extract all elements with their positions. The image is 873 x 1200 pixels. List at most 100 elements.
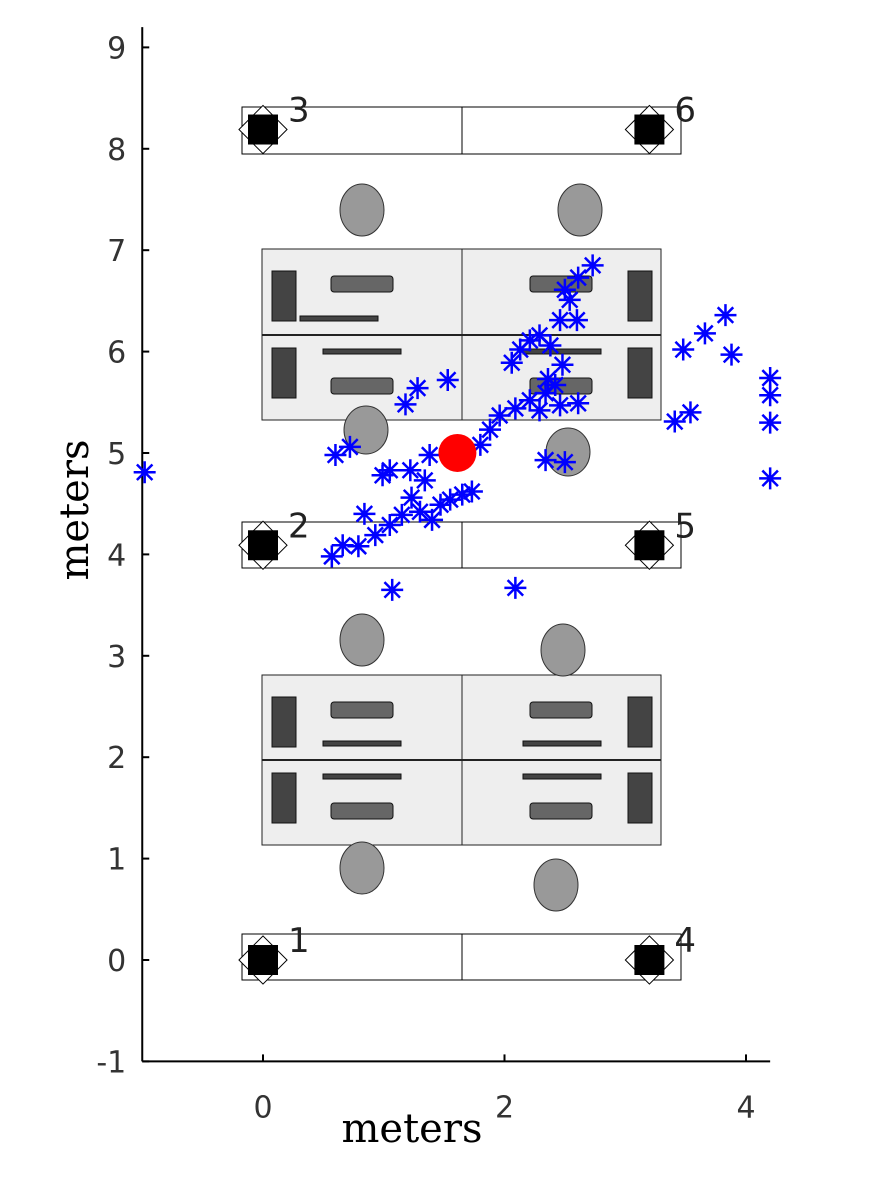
- measurement-point: [509, 338, 532, 361]
- measurement-point: [549, 394, 572, 417]
- measurement-point: [567, 392, 590, 415]
- measurement-point: [567, 266, 590, 289]
- anchor-box: [634, 114, 665, 145]
- measurement-point: [406, 377, 429, 400]
- measurement-point: [331, 534, 354, 557]
- measurement-point: [400, 486, 423, 509]
- measurement-point: [421, 508, 444, 531]
- anchor-box: [248, 114, 278, 145]
- y-tick-label: 8: [107, 133, 126, 168]
- measurement-point: [518, 389, 541, 412]
- y-tick-label: 0: [107, 944, 126, 979]
- measurement-point: [408, 500, 431, 523]
- measurement-point: [418, 444, 441, 467]
- anchor-box: [248, 944, 278, 975]
- measurement-point: [320, 545, 343, 568]
- anchor: 2: [238, 506, 310, 571]
- measurement-point: [714, 304, 737, 327]
- measurement-point: [353, 502, 376, 525]
- measurement-point: [759, 384, 782, 407]
- measurement-point: [528, 324, 551, 347]
- measurement-point: [133, 461, 156, 484]
- measurement-point: [534, 382, 557, 405]
- anchor: 3: [238, 91, 310, 155]
- y-tick-label: -1: [96, 1045, 126, 1080]
- estimate-point: [438, 433, 477, 472]
- y-tick-label: 4: [107, 538, 126, 573]
- measurement-point: [551, 353, 574, 376]
- y-axis-label: meters: [52, 440, 98, 581]
- desk-items: [271, 270, 653, 824]
- measurement-point: [679, 401, 702, 424]
- measurement-point: [460, 480, 483, 503]
- measurement-point: [500, 351, 523, 374]
- measurement-point: [390, 503, 413, 526]
- measurement-point: [378, 459, 401, 482]
- measurement-point: [378, 513, 401, 536]
- measurement-point: [536, 367, 559, 390]
- measurement-point: [347, 535, 370, 558]
- anchor: 4: [624, 921, 696, 985]
- y-tick-label: 2: [107, 741, 126, 776]
- measurement-point: [534, 449, 557, 472]
- measurement-point: [439, 488, 462, 511]
- anchor: 6: [624, 91, 696, 155]
- measurement-point: [528, 399, 551, 422]
- measurement-point: [759, 467, 782, 490]
- y-tick-label: 6: [107, 336, 126, 371]
- anchor-label: 2: [288, 506, 310, 546]
- measurement-point: [371, 464, 394, 487]
- measurement-point: [451, 483, 474, 506]
- anchor: 1: [238, 921, 310, 985]
- anchor-label: 5: [674, 506, 696, 546]
- measurement-point: [413, 469, 436, 492]
- measurement-point: [469, 433, 492, 456]
- measurement-point: [338, 435, 361, 458]
- anchor-label: 1: [288, 921, 310, 961]
- measurement-point: [394, 393, 417, 416]
- measurement-point: [759, 411, 782, 434]
- measurement-point: [553, 451, 576, 474]
- y-tick-label: 1: [107, 843, 126, 878]
- measurement-point: [399, 459, 422, 482]
- anchor: 5: [624, 506, 696, 571]
- y-tick-label: 7: [107, 234, 126, 269]
- anchor-label: 6: [674, 91, 696, 131]
- measurement-point: [663, 410, 686, 433]
- measurement-point: [558, 288, 581, 311]
- measurement-point: [429, 493, 452, 516]
- measurement-point: [759, 366, 782, 389]
- measurement-point: [693, 322, 716, 345]
- floor-plan: [241, 106, 682, 981]
- anchor-label: 3: [288, 91, 310, 131]
- measurement-point: [672, 338, 695, 361]
- y-tick-label: 9: [107, 31, 126, 66]
- measurement-point: [720, 343, 743, 366]
- measurement-point: [324, 444, 347, 467]
- desk-cluster: [261, 248, 662, 846]
- measurement-point: [364, 524, 387, 547]
- y-tick-label: 5: [107, 437, 126, 472]
- measurement-point: [565, 309, 588, 332]
- measurement-point: [549, 309, 572, 332]
- y-tick-label: 3: [107, 640, 126, 675]
- measurement-point: [539, 334, 562, 357]
- measurement-point: [436, 368, 459, 391]
- anchor-box: [634, 944, 665, 975]
- anchor-label: 4: [674, 921, 696, 961]
- measurement-point: [488, 404, 511, 427]
- measurement-point: [381, 578, 404, 601]
- x-axis-label: meters: [342, 1106, 483, 1152]
- measurement-point: [504, 397, 527, 420]
- x-tick-label: 2: [495, 1090, 514, 1125]
- measurement-point: [581, 254, 604, 277]
- x-tick-label: 4: [736, 1090, 755, 1125]
- measurement-point: [553, 278, 576, 301]
- measurement-point: [504, 576, 527, 599]
- x-tick-label: 0: [253, 1090, 272, 1125]
- anchor-box: [634, 530, 665, 561]
- anchor-box: [248, 530, 278, 561]
- measurement-point: [518, 329, 541, 352]
- chairs: [339, 183, 603, 912]
